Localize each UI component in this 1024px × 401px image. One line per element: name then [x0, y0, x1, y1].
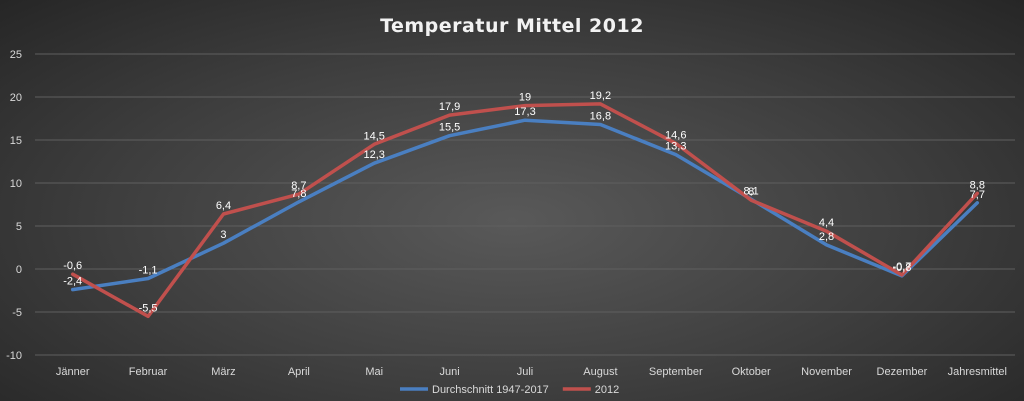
- x-tick-label: August: [583, 366, 617, 378]
- y-tick-label: 10: [10, 178, 22, 190]
- x-tick-label: Juli: [517, 366, 534, 378]
- data-label: -0,7: [892, 261, 911, 273]
- x-tick-label: November: [801, 366, 852, 378]
- y-axis-ticks: -10 -5 0 5 10 15 20 25: [6, 49, 22, 362]
- data-label: -5,5: [139, 302, 158, 314]
- y-tick-label: -10: [6, 350, 22, 362]
- data-label: 8,8: [970, 179, 985, 191]
- x-tick-label: Februar: [129, 366, 168, 378]
- data-label: -1,1: [139, 264, 158, 276]
- data-label: 7,8: [291, 188, 306, 200]
- y-tick-label: -5: [12, 307, 22, 319]
- data-label: 17,9: [439, 101, 460, 113]
- data-label: 17,3: [514, 106, 535, 118]
- data-label: 7,7: [970, 189, 985, 201]
- series-line-2012: [70, 102, 980, 319]
- x-tick-label: Jänner: [56, 366, 90, 378]
- series-line-durchschnitt-1947-2017: [70, 118, 980, 292]
- data-label: 13,3: [665, 141, 686, 153]
- x-tick-label: März: [211, 366, 235, 378]
- data-label: 15,5: [439, 122, 460, 134]
- data-label: -2,4: [63, 276, 82, 288]
- chart-title: Temperatur Mittel 2012: [380, 15, 644, 37]
- legend-label: 2012: [595, 384, 619, 396]
- data-label: 12,3: [364, 149, 385, 161]
- x-tick-label: September: [649, 366, 703, 378]
- data-label: -0,8: [892, 262, 911, 274]
- x-axis-ticks: Jänner Februar März April Mai Juni Juli August S…: [56, 366, 1007, 378]
- y-tick-label: 15: [10, 135, 22, 147]
- x-tick-label: Jahresmittel: [948, 366, 1007, 378]
- data-label: -0,6: [63, 260, 82, 272]
- x-tick-label: Oktober: [732, 366, 771, 378]
- data-label: 14,5: [364, 130, 385, 142]
- x-tick-label: Dezember: [877, 366, 928, 378]
- data-label: 19: [519, 92, 531, 104]
- data-label: 8,1: [744, 185, 759, 197]
- series-lines: [70, 102, 980, 319]
- gridlines: [35, 53, 1015, 356]
- y-tick-label: 25: [10, 49, 22, 61]
- data-label: 3: [220, 229, 226, 241]
- y-tick-label: 0: [16, 264, 22, 276]
- data-label: 19,2: [590, 90, 611, 102]
- y-tick-label: 20: [10, 92, 22, 104]
- y-tick-label: 5: [16, 221, 22, 233]
- data-labels: -2,4 -1,1 3 7,8 12,3 15,5 17,3 16,8 13,3 8,1 2,8 -0…: [63, 90, 985, 314]
- data-label: 2,8: [819, 231, 834, 243]
- x-tick-label: Juni: [440, 366, 460, 378]
- data-label: 14,6: [665, 129, 686, 141]
- data-label: 4,4: [819, 217, 834, 229]
- data-label: 16,8: [590, 111, 611, 123]
- x-tick-label: April: [288, 366, 310, 378]
- x-tick-label: Mai: [365, 366, 383, 378]
- legend: Durchschnitt 1947-2017 2012: [400, 384, 619, 396]
- data-label: 8: [748, 186, 754, 198]
- data-label: 6,4: [216, 200, 231, 212]
- legend-label: Durchschnitt 1947-2017: [432, 384, 549, 396]
- data-label: 8,7: [291, 180, 306, 192]
